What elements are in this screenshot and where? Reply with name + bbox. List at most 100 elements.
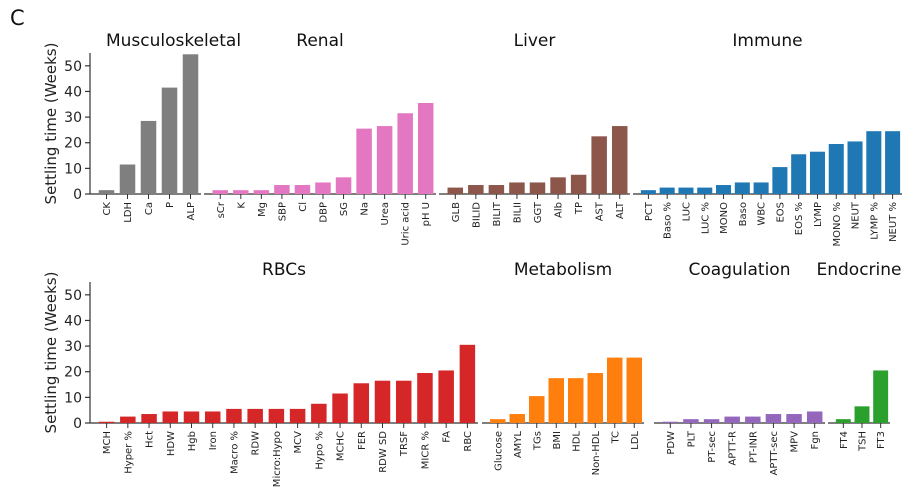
y-tick-label: 0 (73, 187, 82, 203)
x-tick-label: LDL (630, 431, 641, 450)
x-tick-label: Alb (554, 202, 565, 218)
y-tick-label: 20 (64, 365, 82, 381)
x-tick-label: EOS (775, 202, 786, 223)
bar (140, 120, 157, 194)
bar (734, 182, 750, 194)
bar (289, 408, 306, 423)
x-tick-label: BILIT (492, 201, 503, 226)
bar (233, 190, 249, 194)
x-tick-label: APTT-sec (769, 431, 780, 475)
bar (141, 414, 157, 423)
group-title: Liver (514, 31, 556, 51)
x-tick-label: GLB (451, 202, 462, 222)
x-tick-label: ALP (186, 202, 197, 220)
y-axis-label: Settling time (Weeks) (42, 43, 60, 205)
bar (835, 419, 851, 423)
x-tick-label: K (236, 202, 247, 209)
y-tick-label: 50 (64, 59, 82, 75)
x-tick-label: CK (102, 202, 113, 216)
bar (397, 113, 413, 194)
group-title: Endocrine (817, 260, 902, 280)
x-tick-label: pH U (421, 202, 432, 226)
group-title: Renal (296, 31, 343, 51)
bar (885, 131, 901, 194)
x-tick-label: Iron (208, 431, 219, 450)
bar (253, 190, 270, 194)
bar (607, 357, 623, 423)
x-tick-label: FA (442, 431, 453, 443)
x-tick-label: Mg (257, 202, 268, 217)
x-tick-label: MCH (102, 431, 113, 454)
x-tick-label: MCHC (336, 431, 347, 461)
x-tick-label: Macro % (229, 431, 240, 474)
bar (353, 383, 370, 423)
x-tick-label: ALT (615, 201, 626, 219)
x-tick-label: NEUT (851, 201, 862, 229)
x-tick-label: BILID (471, 202, 482, 228)
bar (866, 131, 882, 194)
bar (587, 373, 603, 423)
x-tick-label: PDW (666, 431, 677, 455)
bar (640, 190, 656, 194)
bar (268, 408, 285, 423)
bar (490, 419, 506, 423)
y-tick-label: 40 (64, 313, 82, 329)
x-tick-label: FER (357, 431, 368, 450)
x-tick-label: HDL (571, 431, 582, 452)
bar (161, 87, 178, 194)
x-tick-label: MONO % (832, 202, 843, 247)
x-tick-label: BILII (512, 202, 523, 223)
bar (611, 126, 628, 194)
x-tick-label: LYMP (813, 202, 824, 227)
group-title: Immune (732, 31, 802, 51)
bar (182, 54, 199, 195)
x-tick-label: Non-HDL (591, 431, 602, 476)
bar (724, 416, 740, 423)
bar (311, 403, 327, 423)
x-tick-label: SG (339, 202, 350, 216)
group-title: Musculoskeletal (106, 31, 241, 51)
x-tick-label: Hyper % (123, 431, 134, 474)
x-tick-label: RDW SD (378, 431, 389, 473)
x-tick-label: LUC % (700, 202, 711, 234)
bar (376, 126, 393, 194)
x-tick-label: Hypo % (314, 431, 325, 470)
bar (828, 144, 844, 194)
bar (488, 185, 505, 194)
bar (356, 128, 372, 194)
y-tick-label: 10 (64, 390, 82, 406)
bar (274, 185, 290, 194)
bar (806, 411, 823, 423)
x-tick-label: NEUT % (888, 202, 899, 242)
y-axis-label: Settling time (Weeks) (42, 272, 60, 434)
x-tick-label: WBC (757, 202, 768, 226)
bar (204, 411, 221, 423)
x-tick-label: PCT (644, 201, 655, 221)
bar (294, 185, 311, 194)
bar (703, 419, 720, 423)
bar (678, 187, 694, 194)
group-title: RBCs (262, 260, 306, 280)
bar (509, 414, 525, 423)
x-tick-label: APTT-R (728, 431, 739, 466)
x-tick-label: PT-INR (748, 431, 759, 463)
y-tick-label: 0 (73, 416, 82, 432)
bar (683, 419, 699, 423)
bar (529, 182, 546, 194)
x-tick-label: DBP (319, 202, 330, 223)
x-tick-label: RDW (251, 431, 262, 456)
bar (162, 411, 179, 423)
bar (119, 164, 136, 194)
bar (548, 378, 564, 423)
bar (772, 167, 788, 194)
y-tick-label: 10 (64, 161, 82, 177)
x-tick-label: Baso (738, 202, 749, 226)
bar (745, 416, 761, 423)
x-tick-label: P (165, 202, 176, 208)
x-tick-label: EOS % (794, 202, 805, 235)
bar (873, 370, 889, 423)
x-tick-label: MCV (293, 431, 304, 454)
bar (468, 185, 484, 194)
x-tick-label: FT3 (876, 431, 887, 449)
bar (550, 177, 566, 194)
